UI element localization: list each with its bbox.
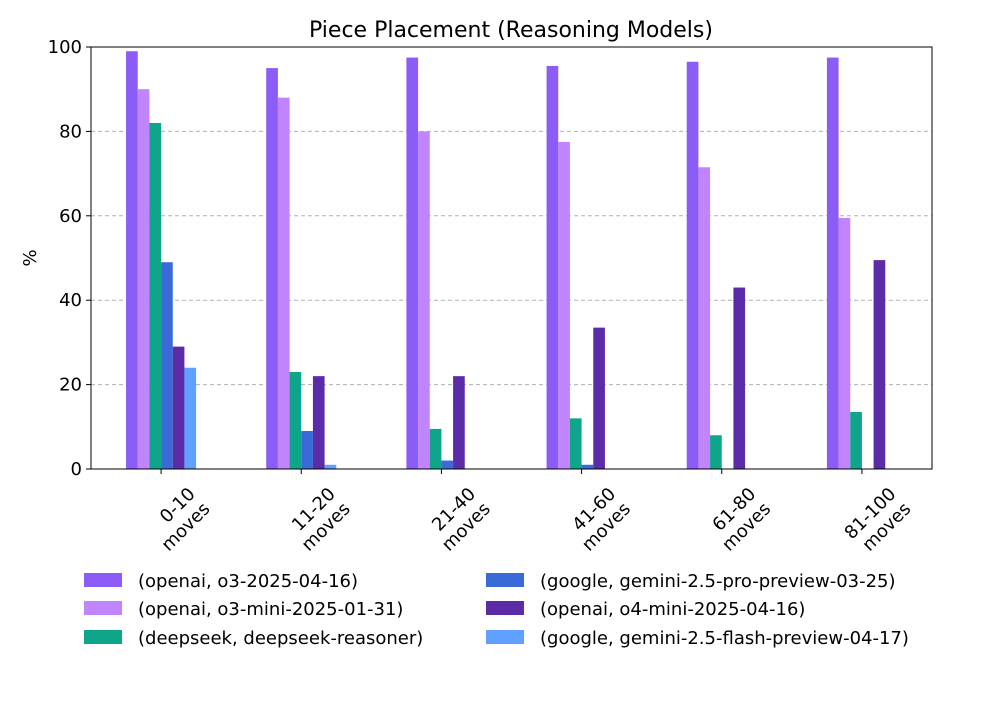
x-axis: 0-10moves 11-20moves 21-40moves 41-60moves 6… xyxy=(143,469,916,559)
y-tick-label: 80 xyxy=(59,121,82,142)
x-tick-label: 0-10moves xyxy=(143,484,215,556)
legend-swatch xyxy=(84,573,122,587)
bar xyxy=(733,287,746,469)
bar xyxy=(184,367,197,469)
legend-item: (deepseek, deepseek-reasoner) xyxy=(84,628,423,649)
bar xyxy=(546,65,559,470)
legend-swatch xyxy=(84,601,122,615)
bar xyxy=(698,167,711,469)
x-tick-label: 81-100moves xyxy=(841,484,916,559)
x-tick-label: 61-80moves xyxy=(703,484,775,556)
bar xyxy=(161,262,173,469)
bar xyxy=(137,89,150,469)
bar xyxy=(149,122,162,470)
legend-label: (google, gemini-2.5-pro-preview-03-25) xyxy=(540,571,896,592)
legend-item: (google, gemini-2.5-flash-preview-04-17) xyxy=(486,628,909,649)
y-tick-label: 40 xyxy=(59,290,82,311)
legend-item: (openai, o3-mini-2025-01-31) xyxy=(84,599,403,620)
bar xyxy=(406,57,419,470)
bar xyxy=(441,460,454,469)
y-tick-label: 20 xyxy=(59,375,82,396)
y-axis-label: % xyxy=(20,249,41,266)
bar xyxy=(418,131,430,469)
bar xyxy=(277,97,290,469)
legend-label: (openai, o3-2025-04-16) xyxy=(138,571,358,592)
legend-swatch xyxy=(486,601,524,615)
y-axis: 0 20 40 60 80 100 xyxy=(48,37,91,480)
bar xyxy=(172,346,185,469)
legend-item: (openai, o4-mini-2025-04-16) xyxy=(486,599,805,620)
legend-item: (openai, o3-2025-04-16) xyxy=(84,571,358,592)
legend-label: (deepseek, deepseek-reasoner) xyxy=(138,628,423,649)
x-tick-label: 21-40moves xyxy=(423,484,495,556)
legend-label: (openai, o4-mini-2025-04-16) xyxy=(540,599,805,620)
bar xyxy=(838,217,851,469)
legend-swatch xyxy=(486,630,524,644)
y-tick-label: 0 xyxy=(71,459,82,480)
bar xyxy=(126,51,138,469)
bar xyxy=(569,418,582,469)
legend-swatch xyxy=(84,630,122,644)
legend-item: (google, gemini-2.5-pro-preview-03-25) xyxy=(486,571,896,592)
bar xyxy=(826,57,839,470)
bar xyxy=(686,61,699,470)
x-tick-label: 11-20moves xyxy=(283,484,355,556)
bar xyxy=(324,464,337,469)
bar xyxy=(312,376,325,469)
y-tick-label: 100 xyxy=(48,37,82,58)
bar xyxy=(710,435,722,469)
legend-swatch xyxy=(486,573,524,587)
bar xyxy=(850,412,862,469)
bar xyxy=(581,464,594,469)
bar xyxy=(266,68,278,469)
chart-title: Piece Placement (Reasoning Models) xyxy=(309,18,713,43)
bar xyxy=(873,260,886,469)
bar xyxy=(301,431,313,469)
legend-label: (google, gemini-2.5-flash-preview-04-17) xyxy=(540,628,909,649)
y-tick-label: 60 xyxy=(59,206,82,227)
legend-label: (openai, o3-mini-2025-01-31) xyxy=(138,599,403,620)
bar xyxy=(453,376,465,469)
bar xyxy=(429,428,442,469)
legend: (openai, o3-2025-04-16) (openai, o3-mini-… xyxy=(84,571,909,649)
bars-group xyxy=(126,51,886,470)
gridlines xyxy=(91,130,932,386)
x-tick-label: 41-60moves xyxy=(563,484,635,556)
plot-frame xyxy=(90,46,933,470)
bar xyxy=(593,327,605,469)
bar xyxy=(289,371,302,469)
bar xyxy=(558,141,570,469)
